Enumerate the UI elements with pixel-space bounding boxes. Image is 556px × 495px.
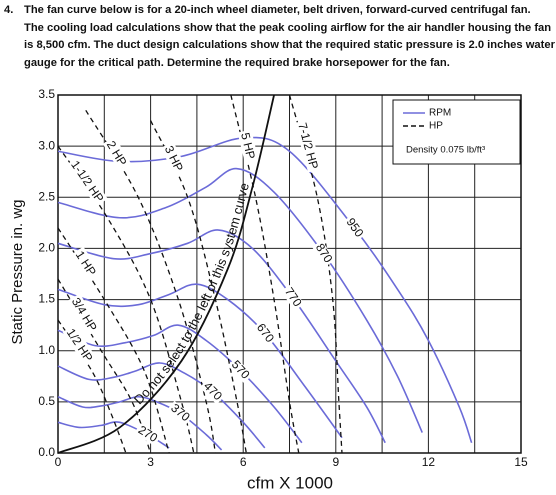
rpm-curve [57, 395, 223, 451]
rpm-curve [57, 229, 386, 444]
hp-label: 5 HP [238, 131, 258, 160]
hp-label-bg [102, 136, 131, 171]
hp-label-bg [67, 293, 101, 336]
rpm-label-bg [342, 214, 367, 242]
hp-curve [230, 94, 300, 454]
y-tick-label: 1.0 [38, 343, 55, 357]
x-axis-title: cfm X 1000 [247, 473, 333, 492]
rpm-curve [57, 362, 266, 449]
x-tick-label: 9 [332, 455, 339, 469]
y-tick-label: 3.0 [38, 138, 55, 152]
question-line: is 8,500 cfm. The duct design calculatio… [24, 39, 555, 51]
hp-label-bg [294, 119, 322, 173]
y-tick-label: 3.5 [38, 87, 55, 101]
question-line: gauge for the critical path. Determine t… [24, 56, 450, 69]
hp-curve [150, 120, 247, 454]
legend-label: RPM [429, 108, 451, 119]
rpm-curve [57, 167, 423, 433]
rpm-label-bg [134, 423, 161, 446]
x-tick-label: 15 [514, 455, 528, 469]
system-curve [57, 94, 275, 454]
y-tick-label: 2.0 [38, 241, 55, 255]
legend-box [392, 99, 521, 165]
x-tick-label: 6 [240, 455, 247, 469]
x-tick-label: 12 [422, 455, 436, 469]
legend-label: HP [429, 121, 443, 132]
y-tick-label: 2.5 [38, 189, 55, 203]
hp-label-bg [71, 246, 101, 281]
y-tick-label: 0.5 [38, 394, 55, 408]
x-tick-label: 3 [147, 455, 154, 469]
y-axis-title: Static Pressure in. wg [9, 199, 26, 344]
rpm-label-bg [280, 284, 305, 311]
question-text: The fan curve below is for a 20-inch whe… [24, 2, 555, 72]
system-curve-label: Do not select to the left of this system… [131, 181, 252, 407]
hp-label-bg [67, 156, 108, 207]
question-line: The cooling load calculations show that … [24, 21, 552, 34]
system-curve-label-path: Do not select to the left of this system… [131, 181, 252, 407]
question-line: The fan curve below is for a 20-inch whe… [24, 4, 531, 16]
rpm-label-bg [252, 320, 277, 347]
rpm-curve [57, 283, 343, 439]
rpm-curve [57, 136, 473, 444]
rpm-label-bg [199, 378, 226, 405]
rpm-label-bg [311, 240, 336, 267]
question-number: 4. [4, 4, 14, 16]
x-tick-label: 0 [55, 455, 62, 469]
hp-label-bg [237, 129, 259, 163]
hp-label-bg [160, 141, 187, 176]
question: 4. The fan curve below is for a 20-inch … [4, 2, 555, 72]
hp-curve [85, 110, 217, 454]
rpm-label-bg [166, 400, 194, 426]
hp-label-bg [62, 324, 97, 366]
legend-note: Density 0.075 lb/ft³ [406, 145, 485, 156]
y-tick-label: 1.5 [38, 292, 55, 306]
rpm-label-bg [227, 357, 253, 384]
hp-label: 1-1/2 HP [68, 158, 106, 205]
rpm-curve [57, 324, 303, 444]
y-tick-label: 0.0 [38, 445, 55, 459]
